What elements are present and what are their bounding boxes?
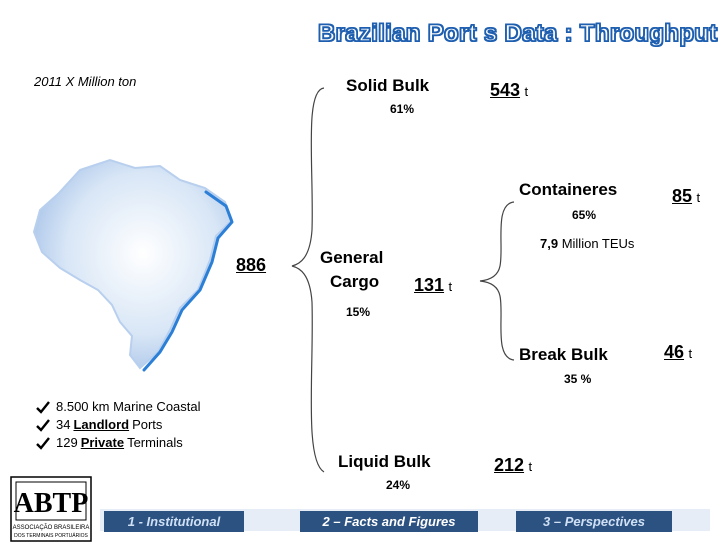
liquid-bulk-label: Liquid Bulk xyxy=(338,452,431,471)
general-cargo-value: 131 xyxy=(414,275,445,295)
general-cargo-pct: 15% xyxy=(346,305,371,319)
fact-text: Ports xyxy=(132,417,163,432)
tab-facts-and-figures[interactable]: 2 – Facts and Figures xyxy=(300,511,478,532)
solid-bulk-pct: 61% xyxy=(390,102,415,116)
liquid-bulk-value: 212 xyxy=(494,455,525,475)
liquid-bulk-pct: 24% xyxy=(386,478,411,492)
checkmark-icon xyxy=(36,437,50,450)
page-title: Brazilian Port s Data : Throughput xyxy=(317,19,718,48)
fact-item: 129 Private Terminals xyxy=(36,434,201,452)
brazil-map xyxy=(32,158,234,372)
break-bulk-pct: 35 % xyxy=(564,372,592,386)
fact-text: 34 xyxy=(56,417,71,432)
solid-bulk-unit: t xyxy=(524,84,529,99)
fact-item: 8.500 km Marine Coastal xyxy=(36,398,201,416)
svg-text:ASSOCIAÇÃO BRASILEIRA: ASSOCIAÇÃO BRASILEIRA xyxy=(13,524,90,531)
break-bulk-value: 46 xyxy=(664,342,685,362)
fact-bold: Landlord xyxy=(73,417,130,432)
abtp-logo: ABTP ASSOCIAÇÃO BRASILEIRA DOS TERMINAIS… xyxy=(10,476,92,542)
svg-text:DOS TERMINAIS PORTUÁRIOS: DOS TERMINAIS PORTUÁRIOS xyxy=(14,532,88,539)
fact-item: 34 Landlord Ports xyxy=(36,416,201,434)
break-bulk-label: Break Bulk xyxy=(519,345,608,364)
svg-text:ABTP: ABTP xyxy=(14,488,89,519)
total-value: 886 xyxy=(236,255,267,275)
containers-teu-value: 7,9 xyxy=(540,236,559,251)
general-cargo-label-1: General xyxy=(320,248,384,267)
tab-institutional[interactable]: 1 - Institutional xyxy=(104,511,244,532)
break-bulk-unit: t xyxy=(688,346,693,361)
subtitle: 2011 X Million ton xyxy=(34,74,137,89)
containers-label: Containeres xyxy=(519,180,618,199)
solid-bulk-value: 543 xyxy=(490,80,521,100)
checkmark-icon xyxy=(36,401,50,414)
break-bulk-value-group: 46 t xyxy=(664,342,692,363)
general-cargo-label-2: Cargo xyxy=(330,272,380,291)
containers-teu-text: Million TEUs xyxy=(561,236,635,251)
liquid-bulk-value-group: 212 t xyxy=(494,455,532,476)
solid-bulk-value-group: 543 t xyxy=(490,80,528,101)
general-cargo-unit: t xyxy=(448,279,453,294)
solid-bulk-label: Solid Bulk xyxy=(346,76,430,95)
containers-pct: 65% xyxy=(572,208,597,222)
fact-text: 8.500 km Marine Coastal xyxy=(56,399,201,414)
containers-value: 85 xyxy=(672,186,693,206)
cargo-brace xyxy=(479,201,515,361)
containers-teu: 7,9 Million TEUs xyxy=(540,236,634,251)
facts-list: 8.500 km Marine Coastal 34 Landlord Port… xyxy=(36,398,201,452)
containers-value-group: 85 t xyxy=(672,186,700,207)
general-cargo-value-group: 131 t xyxy=(414,275,452,296)
checkmark-icon xyxy=(36,419,50,432)
containers-unit: t xyxy=(696,190,701,205)
main-brace xyxy=(291,87,325,473)
fact-text: Terminals xyxy=(127,435,183,450)
fact-bold: Private xyxy=(80,435,125,450)
fact-text: 129 xyxy=(56,435,78,450)
tab-perspectives[interactable]: 3 – Perspectives xyxy=(516,511,672,532)
liquid-bulk-unit: t xyxy=(528,459,533,474)
